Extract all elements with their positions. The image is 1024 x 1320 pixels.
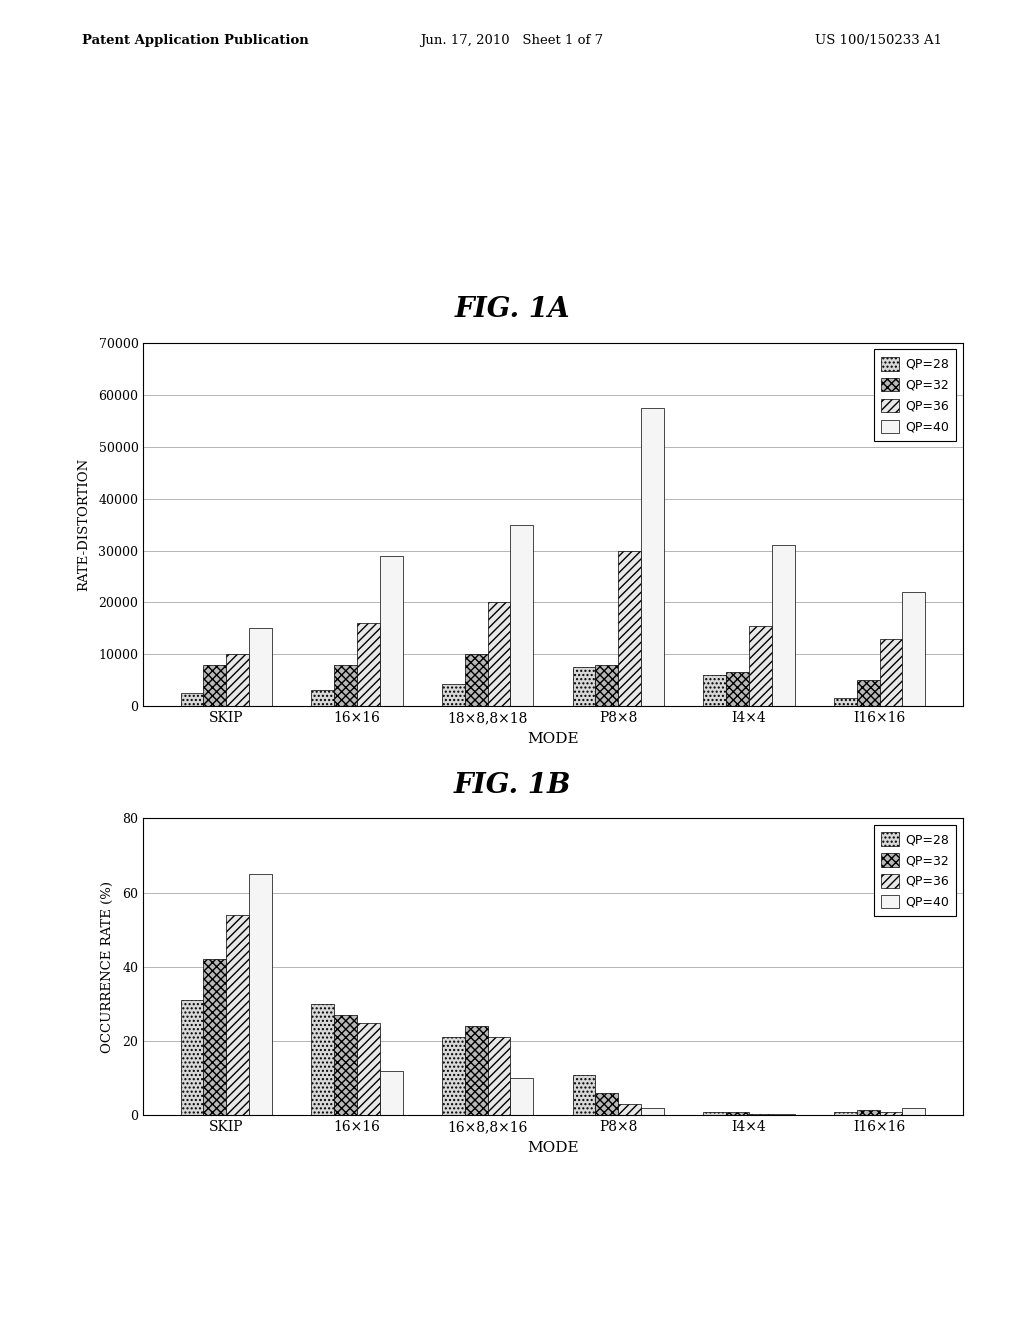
Bar bbox=[511, 1078, 534, 1115]
Bar bbox=[772, 545, 795, 706]
Text: US 100/150233 A1: US 100/150233 A1 bbox=[815, 34, 942, 48]
X-axis label: MODE: MODE bbox=[527, 733, 579, 746]
Bar bbox=[311, 1005, 334, 1115]
Bar bbox=[249, 628, 272, 706]
Text: Patent Application Publication: Patent Application Publication bbox=[82, 34, 308, 48]
Bar bbox=[703, 1111, 726, 1115]
Bar bbox=[249, 874, 272, 1115]
Bar bbox=[618, 1105, 641, 1115]
Bar bbox=[834, 1111, 857, 1115]
Legend: QP=28, QP=32, QP=36, QP=40: QP=28, QP=32, QP=36, QP=40 bbox=[873, 825, 956, 916]
Bar bbox=[595, 665, 618, 706]
Bar bbox=[511, 525, 534, 706]
Bar bbox=[857, 1110, 880, 1115]
Bar bbox=[880, 639, 902, 706]
X-axis label: MODE: MODE bbox=[527, 1142, 579, 1155]
Bar bbox=[357, 623, 380, 706]
Bar bbox=[595, 1093, 618, 1115]
Bar bbox=[465, 1027, 487, 1115]
Bar bbox=[880, 1111, 902, 1115]
Bar bbox=[703, 675, 726, 706]
Bar bbox=[180, 693, 204, 706]
Legend: QP=28, QP=32, QP=36, QP=40: QP=28, QP=32, QP=36, QP=40 bbox=[873, 350, 956, 441]
Bar bbox=[749, 626, 772, 706]
Bar bbox=[180, 1001, 204, 1115]
Bar bbox=[641, 408, 664, 706]
Bar bbox=[204, 960, 226, 1115]
Bar bbox=[334, 665, 357, 706]
Bar bbox=[641, 1107, 664, 1115]
Bar bbox=[380, 556, 402, 706]
Bar bbox=[226, 655, 249, 706]
Bar bbox=[380, 1071, 402, 1115]
Y-axis label: RATE-DISTORTION: RATE-DISTORTION bbox=[77, 458, 90, 591]
Bar bbox=[572, 668, 595, 706]
Text: FIG. 1B: FIG. 1B bbox=[454, 772, 570, 799]
Bar bbox=[902, 1107, 926, 1115]
Bar bbox=[487, 602, 511, 706]
Bar bbox=[487, 1038, 511, 1115]
Bar bbox=[465, 655, 487, 706]
Bar bbox=[357, 1023, 380, 1115]
Bar bbox=[726, 672, 749, 706]
Bar bbox=[334, 1015, 357, 1115]
Text: Jun. 17, 2010   Sheet 1 of 7: Jun. 17, 2010 Sheet 1 of 7 bbox=[421, 34, 603, 48]
Bar bbox=[226, 915, 249, 1115]
Bar bbox=[726, 1113, 749, 1115]
Bar bbox=[442, 684, 465, 706]
Text: FIG. 1A: FIG. 1A bbox=[455, 297, 569, 323]
Bar bbox=[857, 680, 880, 706]
Bar bbox=[902, 593, 926, 706]
Y-axis label: OCCURRENCE RATE (%): OCCURRENCE RATE (%) bbox=[101, 880, 114, 1053]
Bar bbox=[204, 665, 226, 706]
Bar bbox=[311, 689, 334, 706]
Bar bbox=[572, 1074, 595, 1115]
Bar bbox=[442, 1038, 465, 1115]
Bar bbox=[618, 550, 641, 706]
Bar bbox=[749, 1114, 772, 1115]
Bar bbox=[834, 698, 857, 706]
